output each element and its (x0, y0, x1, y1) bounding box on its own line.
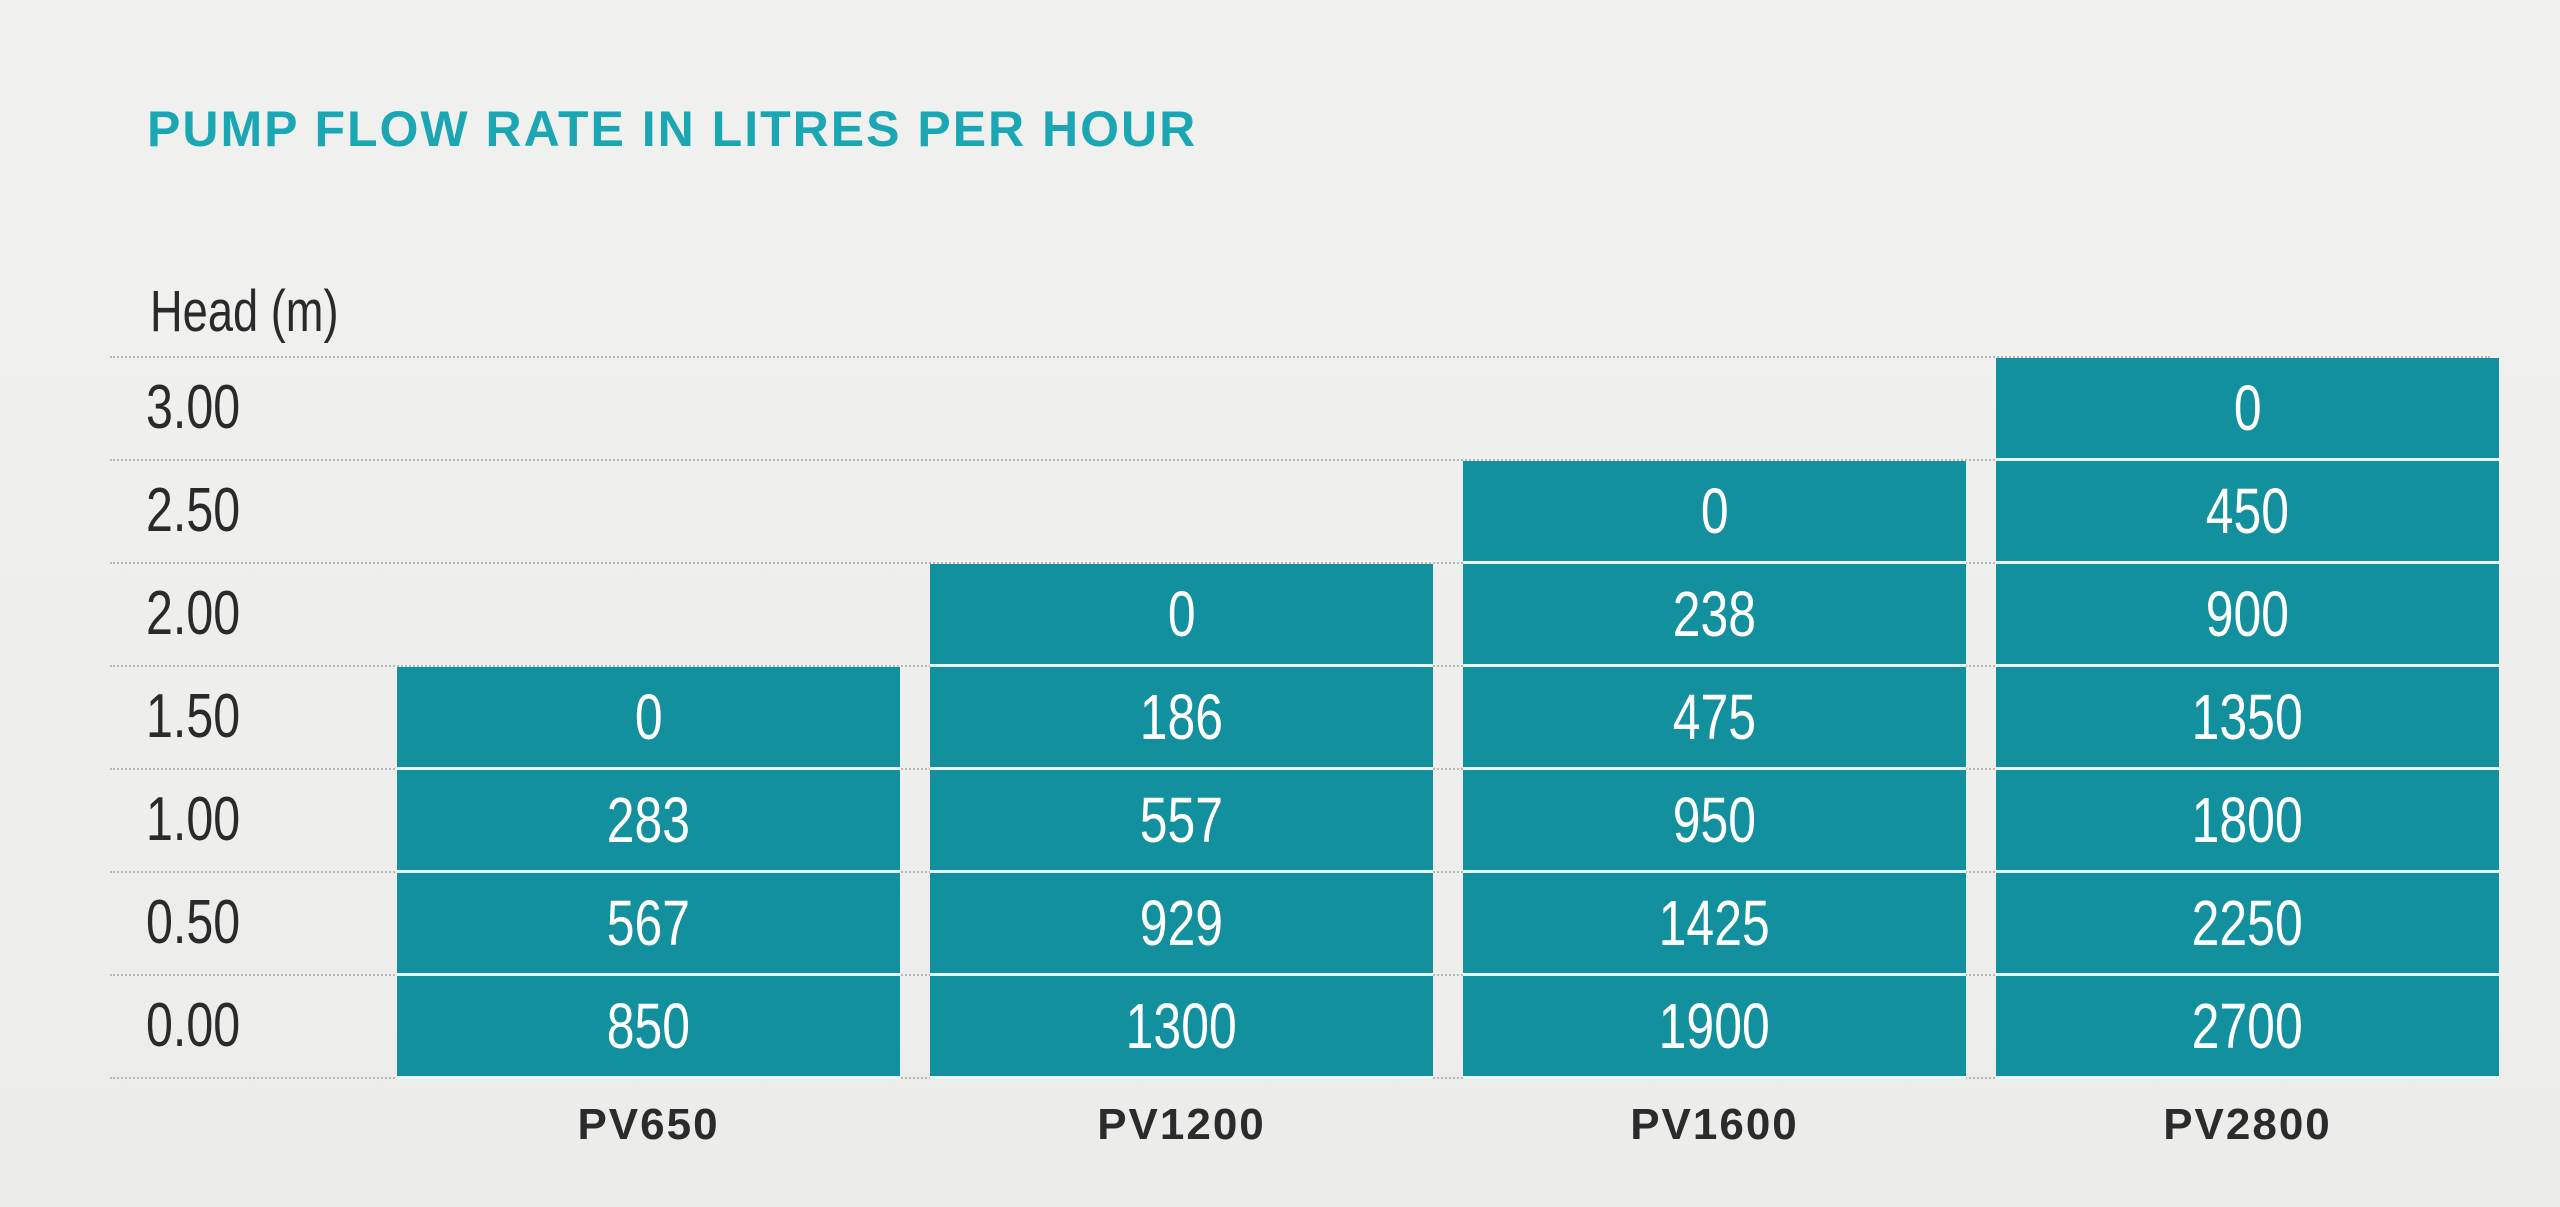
flow-cell: 450 (1996, 461, 2499, 564)
head-label: 0.50 (146, 888, 241, 957)
flow-cell-text: 1900 (1658, 990, 1771, 1062)
row-header: Head (m) (150, 279, 339, 344)
head-label: 0.00 (146, 991, 241, 1060)
flow-cell: 1350 (1996, 667, 2499, 770)
flow-cell-text: 0 (1167, 578, 1196, 650)
flow-cell-text: 186 (1139, 681, 1224, 753)
flow-cell-text: 850 (606, 990, 691, 1062)
pump-name: PV650 (577, 1100, 720, 1149)
flow-cell-text: 950 (1672, 784, 1757, 856)
flow-cell-text: 283 (606, 784, 691, 856)
flow-cell: 1800 (1996, 770, 2499, 873)
flow-cell-text: 900 (2205, 578, 2290, 650)
flow-cell-text: 1425 (1658, 887, 1771, 959)
pump-name: PV1600 (1630, 1100, 1799, 1149)
head-label: 2.00 (146, 579, 241, 648)
flow-cell: 475 (1463, 667, 1966, 770)
grid-line (110, 356, 2490, 358)
flow-cell: 1900 (1463, 976, 1966, 1079)
head-label: 2.50 (146, 476, 241, 545)
flow-cell-text: 567 (606, 887, 691, 959)
flow-cell: 283 (397, 770, 900, 873)
head-label: 1.50 (146, 682, 241, 751)
pump-name: PV1200 (1097, 1100, 1266, 1149)
pump-name: PV2800 (2163, 1100, 2332, 1149)
flow-cell-text: 238 (1672, 578, 1757, 650)
grid-line (110, 562, 2490, 564)
flow-cell-text: 1800 (2191, 784, 2304, 856)
flow-cell: 186 (930, 667, 1433, 770)
flow-cell: 0 (1463, 461, 1966, 564)
flow-cell: 850 (397, 976, 900, 1079)
flow-cell: 0 (397, 667, 900, 770)
head-label: 3.00 (146, 373, 241, 442)
flow-cell-text: 475 (1672, 681, 1757, 753)
flow-cell: 557 (930, 770, 1433, 873)
flow-cell: 0 (1996, 358, 2499, 461)
flow-cell: 900 (1996, 564, 2499, 667)
flow-cell: 238 (1463, 564, 1966, 667)
title: PUMP FLOW RATE IN LITRES PER HOUR (147, 101, 1198, 157)
flow-cell: 1425 (1463, 873, 1966, 976)
flow-cell: 929 (930, 873, 1433, 976)
flow-cell: 567 (397, 873, 900, 976)
flow-cell: 1300 (930, 976, 1433, 1079)
flow-cell-text: 0 (634, 681, 663, 753)
flow-cell: 2700 (1996, 976, 2499, 1079)
flow-cell: 2250 (1996, 873, 2499, 976)
head-label: 1.00 (146, 785, 241, 854)
flow-cell: 0 (930, 564, 1433, 667)
flow-cell-text: 0 (2233, 372, 2262, 444)
flow-cell-text: 2250 (2191, 887, 2304, 959)
flow-cell-text: 2700 (2191, 990, 2304, 1062)
flow-cell-text: 1350 (2191, 681, 2304, 753)
flow-cell-text: 0 (1700, 475, 1729, 547)
flow-cell-text: 1300 (1125, 990, 1238, 1062)
flow-cell-text: 929 (1139, 887, 1224, 959)
flow-cell-text: 450 (2205, 475, 2290, 547)
flow-cell-text: 557 (1139, 784, 1224, 856)
grid-line (110, 459, 2490, 461)
flow-cell: 950 (1463, 770, 1966, 873)
